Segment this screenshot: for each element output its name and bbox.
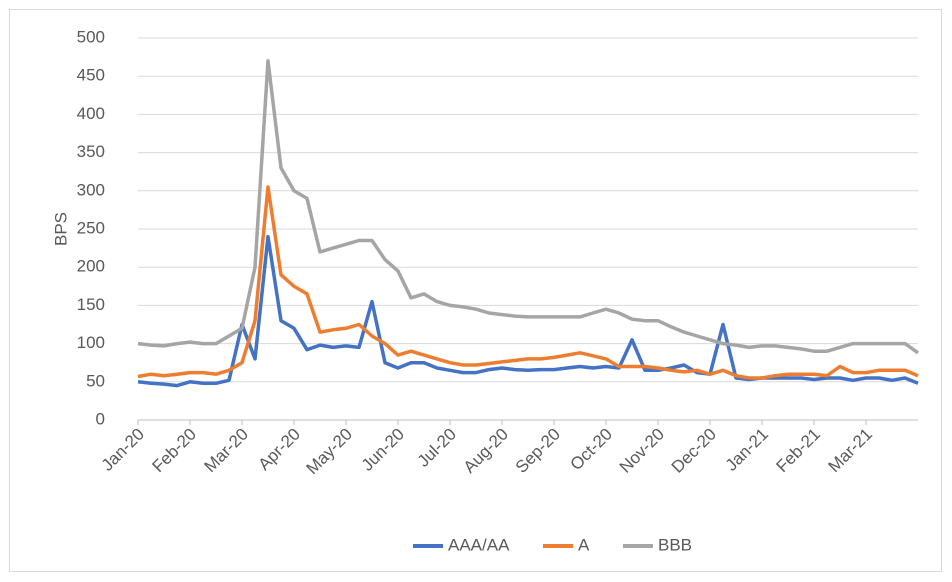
y-tick-label: 250 [77,218,105,237]
legend-label: AAA/AA [448,535,510,554]
series-line [137,59,920,355]
y-tick-label: 450 [77,66,105,85]
chart-frame [9,9,942,572]
series-line [137,234,919,388]
legend-label: A [578,535,590,554]
legend-label: BBB [658,535,692,554]
y-tick-label: 100 [77,333,105,352]
y-tick-label: 150 [77,295,105,314]
y-axis-label: BPS [51,212,70,246]
y-tick-label: 200 [77,257,105,276]
series-line [137,185,919,380]
y-tick-label: 300 [77,180,105,199]
y-tick-label: 400 [77,104,105,123]
y-tick-label: 0 [96,409,105,428]
y-tick-label: 350 [77,142,105,161]
y-tick-label: 500 [77,27,105,46]
y-tick-label: 50 [86,371,105,390]
